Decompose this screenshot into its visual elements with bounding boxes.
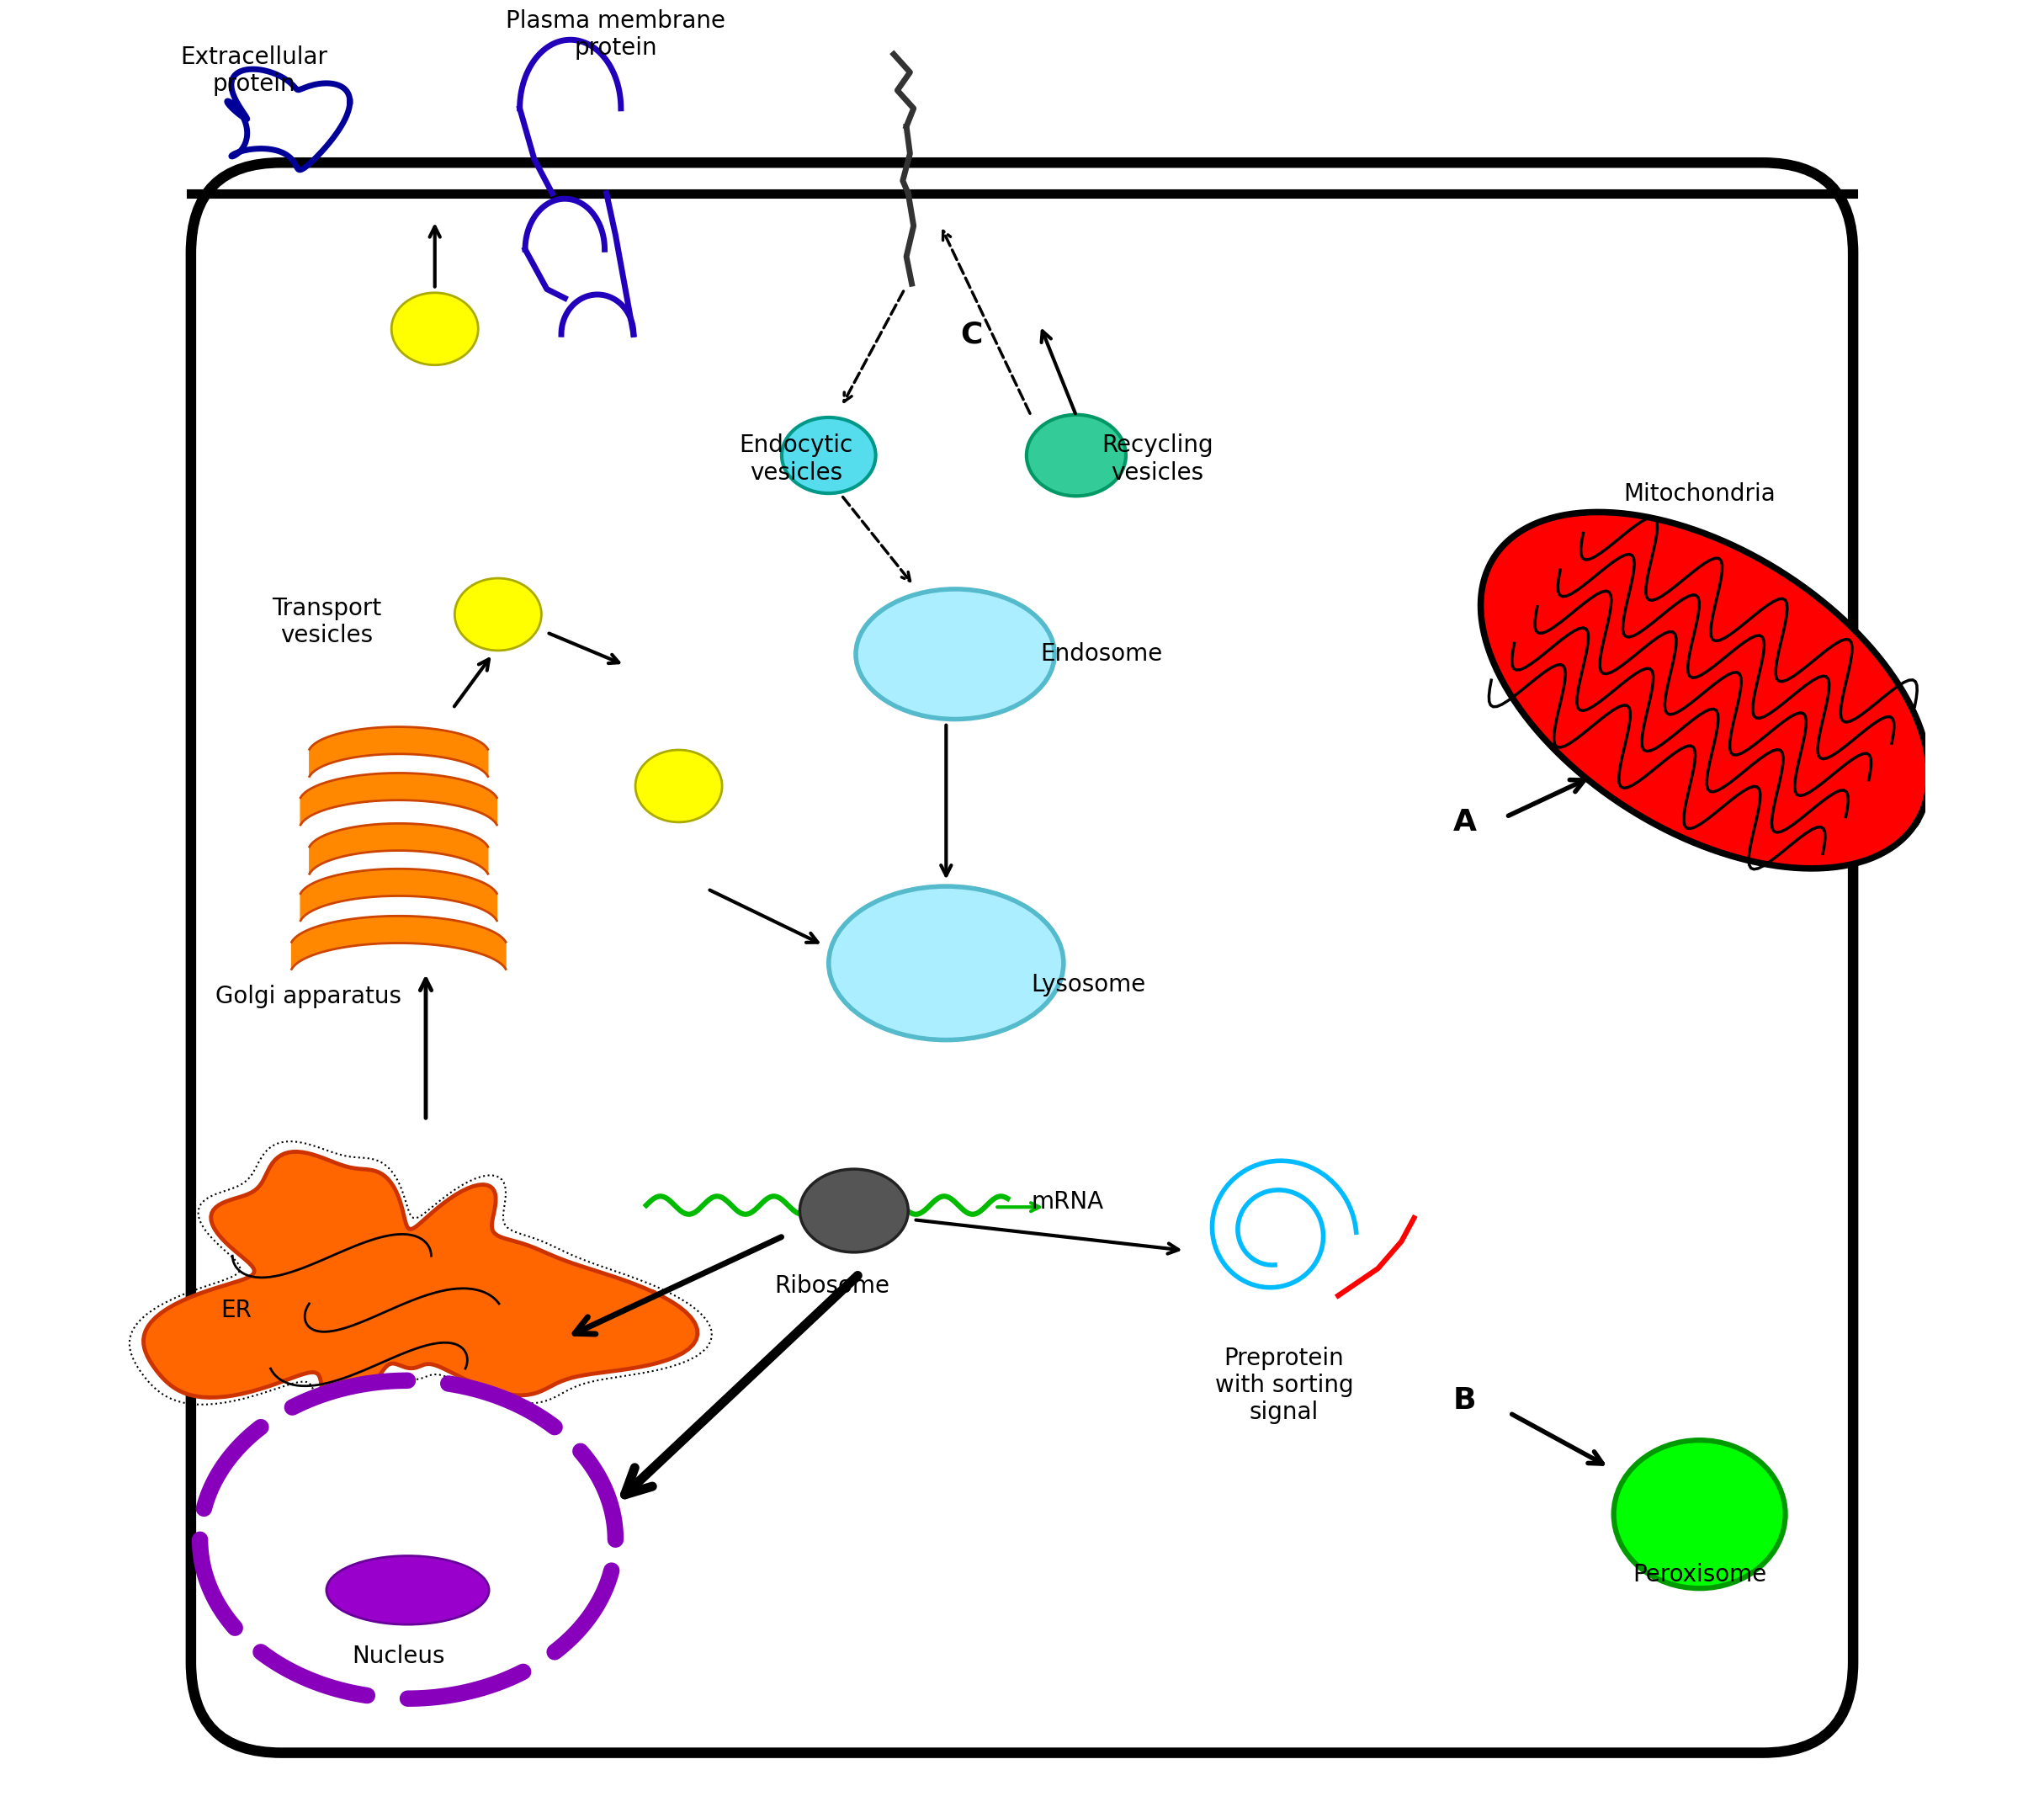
Text: C: C [961,320,983,349]
Text: Extracellular
protein: Extracellular protein [180,45,327,96]
Text: Golgi apparatus: Golgi apparatus [215,985,401,1008]
Text: Mitochondria: Mitochondria [1623,482,1776,506]
Ellipse shape [1026,416,1126,497]
Polygon shape [309,824,489,875]
Text: Peroxisome: Peroxisome [1633,1563,1766,1587]
Ellipse shape [1613,1440,1784,1588]
FancyBboxPatch shape [190,163,1854,1753]
Polygon shape [292,916,505,969]
Text: Recycling
vesicles: Recycling vesicles [1102,434,1214,484]
Polygon shape [300,869,497,920]
Polygon shape [143,1151,697,1415]
Text: mRNA: mRNA [1030,1189,1104,1214]
Text: Preprotein
with sorting
signal: Preprotein with sorting signal [1214,1346,1353,1424]
Text: A: A [1453,808,1476,837]
Ellipse shape [636,750,722,822]
Text: Endocytic
vesicles: Endocytic vesicles [740,434,852,484]
Text: Plasma membrane
protein: Plasma membrane protein [505,9,726,60]
Ellipse shape [781,417,875,493]
Text: ER: ER [221,1297,251,1323]
Ellipse shape [856,589,1055,719]
Text: Lysosome: Lysosome [1030,972,1147,997]
Ellipse shape [454,578,542,651]
Text: Endosome: Endosome [1040,641,1163,667]
Polygon shape [309,726,489,777]
Polygon shape [300,773,497,824]
Ellipse shape [828,887,1063,1041]
Text: Ribosome: Ribosome [775,1274,889,1297]
Text: B: B [1453,1386,1476,1415]
Text: Nucleus: Nucleus [352,1644,446,1668]
Ellipse shape [200,1381,615,1699]
Text: Transport
vesicles: Transport vesicles [272,596,382,647]
Polygon shape [1480,511,1930,869]
Ellipse shape [327,1556,489,1624]
Ellipse shape [799,1169,908,1252]
Ellipse shape [392,293,478,365]
